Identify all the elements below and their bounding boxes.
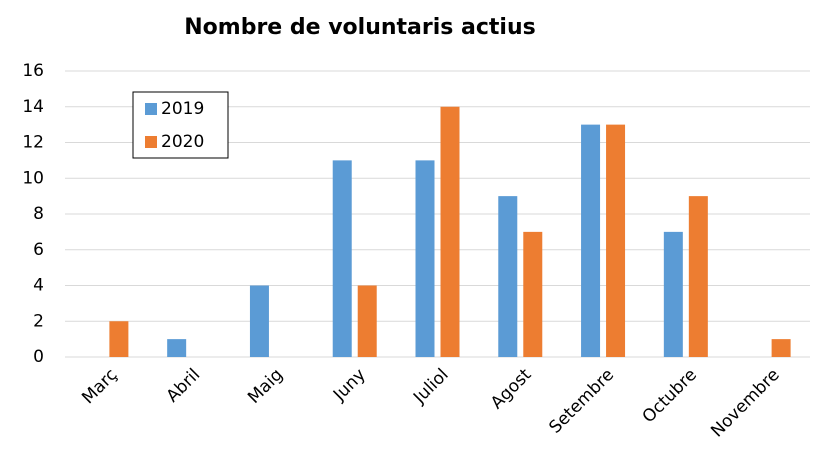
legend-label: 2020: [161, 132, 204, 152]
bar: [688, 196, 708, 357]
bar: [357, 285, 377, 357]
bar: [440, 106, 460, 357]
y-tick-label: 10: [22, 168, 44, 188]
legend-swatch: [145, 103, 157, 115]
y-tick-label: 4: [33, 276, 44, 296]
legend-swatch: [145, 136, 157, 148]
bar: [771, 339, 791, 357]
bar: [523, 231, 543, 357]
bar: [606, 124, 626, 357]
legend-label: 2019: [161, 99, 204, 119]
y-tick-label: 6: [33, 240, 44, 260]
bar: [249, 285, 269, 357]
y-tick-label: 8: [33, 204, 44, 224]
y-tick-label: 0: [33, 347, 44, 367]
chart-title: Nombre de voluntaris actius: [184, 15, 535, 40]
y-tick-label: 12: [22, 133, 44, 153]
bar: [332, 160, 352, 357]
bar: [498, 196, 518, 357]
bar: [167, 339, 187, 357]
bar: [663, 231, 683, 357]
y-tick-label: 2: [33, 311, 44, 331]
bar: [109, 321, 129, 357]
y-tick-label: 16: [22, 61, 44, 81]
bar: [415, 160, 435, 357]
bar: [581, 124, 601, 357]
y-tick-label: 14: [22, 97, 44, 117]
